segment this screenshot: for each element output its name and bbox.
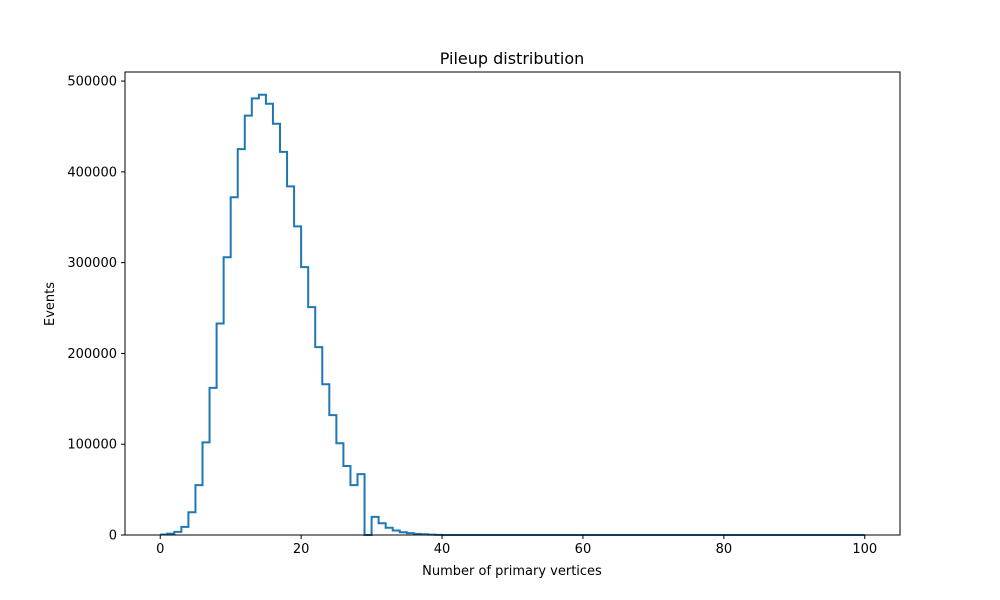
y-axis-label: Events [43,282,58,326]
y-tick-label: 100000 [67,438,117,453]
y-tick-label: 500000 [67,75,117,90]
x-axis-label: Number of primary vertices [422,564,602,579]
y-tick-label: 300000 [67,256,117,271]
x-tick-label: 40 [434,542,451,557]
x-tick-label: 0 [156,542,164,557]
x-tick-label: 80 [716,542,733,557]
chart-title: Pileup distribution [440,49,585,68]
plot-frame [124,71,901,536]
plot-area [160,93,865,536]
y-tick-label: 200000 [67,347,117,362]
axes: 0 20 40 60 80 100 0 100000 200000 300000 400000 500… [67,71,901,557]
x-tick-label: 100 [852,542,877,557]
x-tick-label: 60 [575,542,592,557]
y-tick-label: 400000 [67,165,117,180]
histogram-series [160,93,865,536]
y-tick-label: 0 [109,529,117,544]
x-tick-label: 20 [293,542,310,557]
